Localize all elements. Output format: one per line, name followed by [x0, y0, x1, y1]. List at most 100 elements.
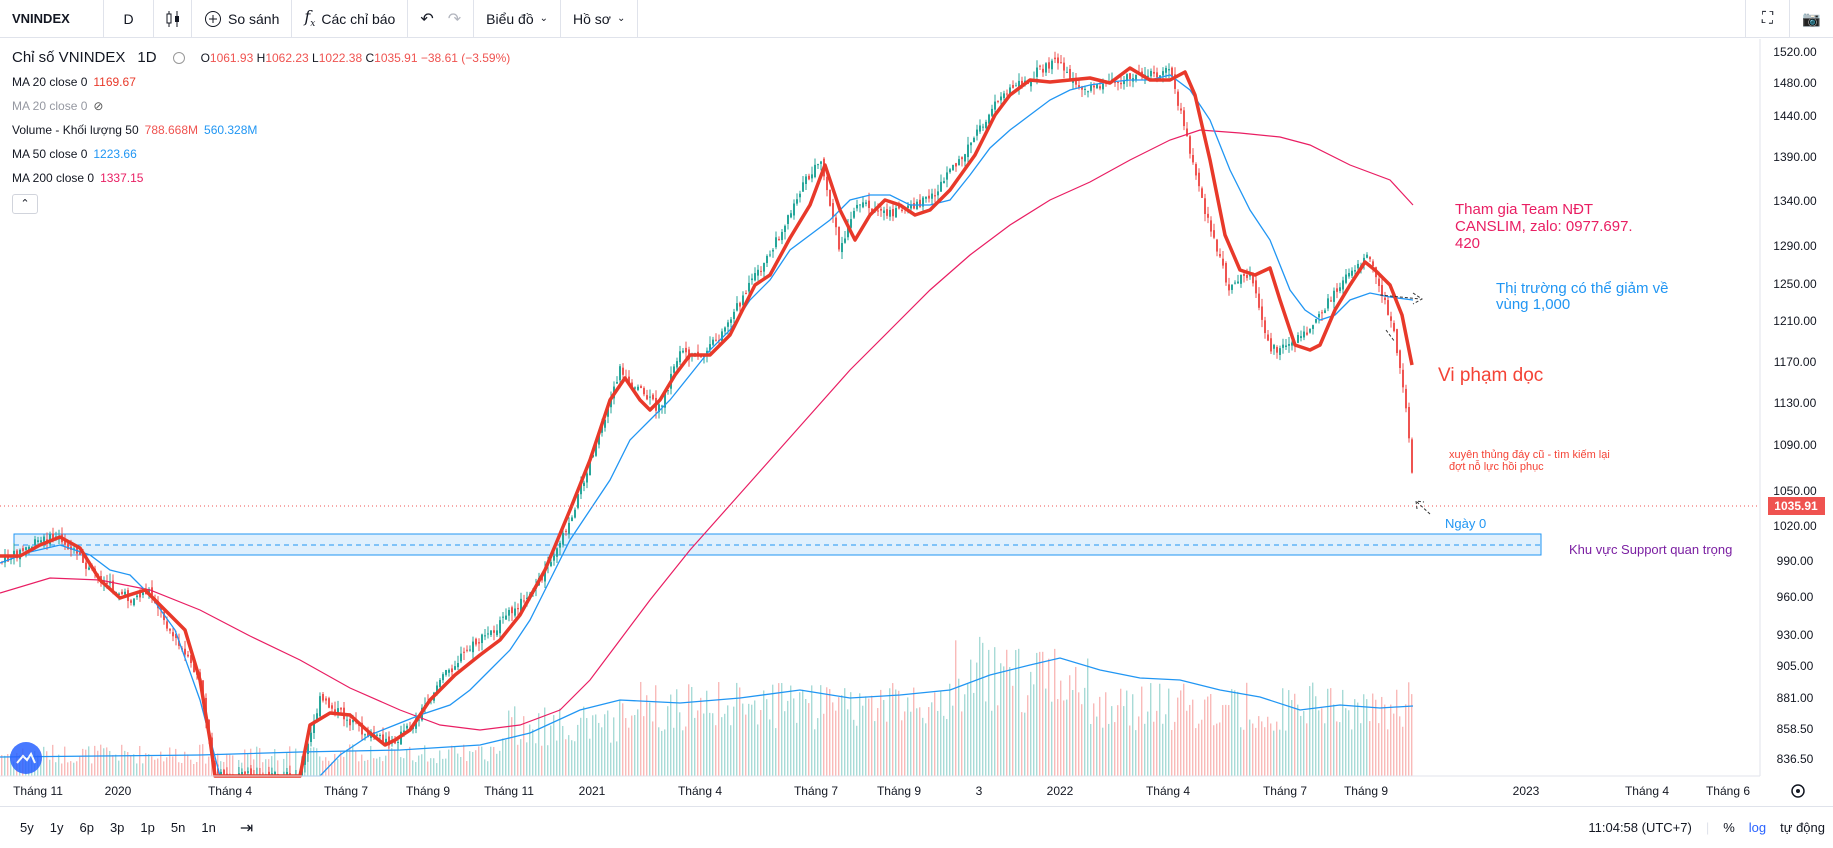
candle-body — [628, 376, 630, 382]
volume-bar — [820, 685, 822, 776]
volume-bar — [451, 745, 453, 776]
volume-bar — [724, 713, 726, 776]
candle-body — [985, 121, 987, 128]
volume-bar — [937, 710, 939, 776]
volume-bar — [193, 763, 195, 776]
chart-menu-button[interactable]: Biểu đồ ⌄ — [474, 0, 561, 38]
candle-body — [664, 391, 666, 408]
candle-body — [913, 203, 915, 209]
candle-body — [85, 562, 87, 569]
candle-body — [526, 597, 528, 600]
settings-icon[interactable] — [1791, 784, 1805, 798]
volume-bar — [547, 745, 549, 776]
range-button-1p[interactable]: 1p — [140, 820, 155, 835]
volume-bar — [727, 705, 729, 776]
volume-bar — [61, 763, 63, 776]
eye-hidden-icon[interactable]: ⊘ — [93, 99, 104, 113]
redo-icon[interactable]: ↷ — [447, 10, 462, 28]
candle-body — [1207, 213, 1209, 218]
candle-body — [1099, 86, 1101, 89]
interval-button[interactable]: D — [104, 0, 154, 38]
symbol-search-button[interactable]: VNINDEX — [0, 0, 104, 38]
volume-bar — [1303, 711, 1305, 776]
candle-body — [1330, 300, 1332, 302]
volume-bar — [502, 738, 504, 776]
chart-style-button[interactable] — [154, 0, 192, 38]
legend-ma20[interactable]: MA 20 close 0 1169.67 — [12, 70, 510, 94]
auto-toggle[interactable]: tự động — [1780, 820, 1825, 835]
volume-bar — [43, 746, 45, 776]
candle-body — [1219, 254, 1221, 257]
volume-bar — [460, 756, 462, 776]
snapshot-button[interactable]: 📷 — [1789, 0, 1833, 38]
volume-bar — [913, 687, 915, 776]
profile-menu-button[interactable]: Hồ sơ ⌄ — [561, 0, 639, 38]
legend-ma20-hidden[interactable]: MA 20 close 0 ⊘ — [12, 94, 510, 118]
range-button-3p[interactable]: 3p — [109, 820, 125, 835]
volume-bar — [871, 695, 873, 776]
volume-bar — [433, 758, 435, 776]
candle-body — [1135, 74, 1137, 80]
compare-button[interactable]: So sánh — [192, 0, 293, 38]
candle-body — [166, 621, 168, 629]
candle-body — [367, 732, 369, 738]
range-button-5n[interactable]: 5n — [170, 820, 186, 835]
fullscreen-button[interactable]: ⛶ — [1745, 0, 1789, 38]
candle-body — [394, 741, 396, 744]
date-range-icon[interactable]: ⇥ — [239, 819, 254, 837]
price-chart[interactable]: 1520.00 1480.00 1440.00 1390.00 1340.00 1290.… — [0, 39, 1833, 806]
candle-body — [313, 720, 315, 734]
volume-bar — [1183, 683, 1185, 776]
volume-bar — [1405, 704, 1407, 776]
legend-collapse-button[interactable]: ⌃ — [12, 194, 38, 214]
volume-bar — [574, 741, 576, 776]
candle-body — [334, 709, 336, 714]
candle-body — [505, 615, 507, 620]
tradingview-logo[interactable] — [10, 742, 42, 774]
candle-body — [517, 608, 519, 610]
percent-toggle[interactable]: % — [1723, 820, 1735, 835]
volume-bar — [1168, 688, 1170, 776]
volume-bar — [313, 747, 315, 776]
volume-bar — [778, 683, 780, 776]
range-button-6p[interactable]: 6p — [79, 820, 94, 835]
volume-bar — [1354, 699, 1356, 776]
volume-bar — [739, 687, 741, 776]
volume-bar — [556, 740, 558, 776]
log-toggle[interactable]: log — [1748, 820, 1767, 835]
legend-title: Chỉ số VNINDEX — [12, 49, 126, 66]
volume-bar — [409, 746, 411, 776]
volume-bar — [64, 746, 66, 776]
current-price-label: 1035.91 — [1774, 499, 1818, 513]
volume-bar — [1315, 696, 1317, 776]
volume-bar — [103, 748, 105, 776]
price-axis[interactable]: 1520.00 1480.00 1440.00 1390.00 1340.00 1290.… — [1773, 45, 1817, 766]
volume-bar — [151, 756, 153, 776]
range-button-5y[interactable]: 5y — [20, 820, 34, 835]
candle-body — [739, 302, 741, 307]
volume-bar — [448, 749, 450, 776]
time-axis[interactable]: Tháng 11 2020 Tháng 4 Tháng 7 Tháng 9 Tháng 1… — [13, 784, 1750, 798]
candle-body — [1054, 57, 1056, 60]
range-button-1n[interactable]: 1n — [201, 820, 216, 835]
range-button-1y[interactable]: 1y — [49, 820, 64, 835]
volume-bar — [1390, 704, 1392, 776]
volume-bar — [1213, 725, 1215, 776]
volume-bar — [835, 710, 837, 776]
undo-icon[interactable]: ↶ — [420, 10, 434, 28]
legend-ma50[interactable]: MA 50 close 0 1223.66 — [12, 142, 510, 166]
volume-bar — [439, 750, 441, 776]
compare-label: So sánh — [228, 10, 280, 27]
legend-ma200[interactable]: MA 200 close 0 1337.15 — [12, 166, 510, 190]
candle-body — [82, 552, 84, 563]
candle-body — [328, 698, 330, 708]
candle-body — [316, 713, 318, 723]
candle-body — [454, 666, 456, 670]
legend-volume[interactable]: Volume - Khối lượng 50 788.668M 560.328M — [12, 118, 510, 142]
indicators-button[interactable]: fx Các chỉ báo — [292, 0, 409, 38]
volume-bar — [1393, 713, 1395, 776]
candle-body — [769, 254, 771, 256]
candle-body — [616, 381, 618, 384]
volume-bar — [1336, 721, 1338, 776]
candle-body — [1015, 85, 1017, 87]
